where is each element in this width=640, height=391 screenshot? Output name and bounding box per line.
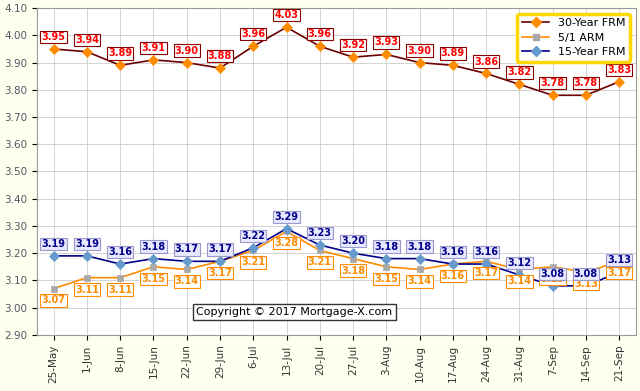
Text: 3.83: 3.83 [607,65,631,75]
Text: 3.11: 3.11 [108,285,132,294]
Text: 3.17: 3.17 [607,268,631,278]
Text: 3.16: 3.16 [108,247,132,257]
Text: 3.18: 3.18 [374,242,398,252]
Text: 3.19: 3.19 [75,239,99,249]
Text: 3.21: 3.21 [241,257,265,267]
Text: 3.15: 3.15 [541,274,564,284]
Text: 3.90: 3.90 [408,46,431,56]
Text: 3.96: 3.96 [241,29,265,39]
Text: 3.18: 3.18 [141,242,166,252]
Text: 3.21: 3.21 [308,257,332,267]
Text: 3.17: 3.17 [175,244,198,255]
Text: 3.19: 3.19 [42,239,66,249]
Text: 3.14: 3.14 [408,276,431,287]
Text: 3.90: 3.90 [175,46,198,56]
Text: 3.89: 3.89 [441,48,465,58]
Text: 3.14: 3.14 [175,276,198,287]
Text: 3.89: 3.89 [108,48,132,58]
Text: 3.17: 3.17 [208,268,232,278]
Text: 3.78: 3.78 [574,78,598,88]
Text: 3.13: 3.13 [607,255,631,265]
Text: 3.12: 3.12 [508,258,531,268]
Text: 3.22: 3.22 [241,231,265,241]
Text: 3.07: 3.07 [42,296,66,305]
Text: 3.13: 3.13 [574,279,598,289]
Text: 3.82: 3.82 [508,67,531,77]
Text: 3.18: 3.18 [408,242,431,252]
Text: 3.92: 3.92 [341,40,365,50]
Text: 3.16: 3.16 [441,271,465,281]
Text: 3.11: 3.11 [75,285,99,294]
Text: 3.17: 3.17 [474,268,498,278]
Text: 3.15: 3.15 [374,274,398,284]
Text: 3.14: 3.14 [508,276,531,287]
Text: 3.91: 3.91 [141,43,166,53]
Text: 3.15: 3.15 [141,274,166,284]
Text: 3.86: 3.86 [474,57,498,66]
Text: 3.16: 3.16 [441,247,465,257]
Text: 3.96: 3.96 [308,29,332,39]
Text: 3.93: 3.93 [374,38,398,47]
Text: 3.94: 3.94 [75,35,99,45]
Legend: 30-Year FRM, 5/1 ARM, 15-Year FRM: 30-Year FRM, 5/1 ARM, 15-Year FRM [517,14,630,61]
Text: 3.23: 3.23 [308,228,332,238]
Text: 3.28: 3.28 [275,239,299,248]
Text: Copyright © 2017 Mortgage-X.com: Copyright © 2017 Mortgage-X.com [196,307,392,317]
Text: 3.18: 3.18 [341,265,365,276]
Text: 3.29: 3.29 [275,212,298,222]
Text: 3.16: 3.16 [474,247,498,257]
Text: 3.08: 3.08 [574,269,598,279]
Text: 3.08: 3.08 [541,269,564,279]
Text: 3.88: 3.88 [208,51,232,61]
Text: 3.17: 3.17 [208,244,232,255]
Text: 4.03: 4.03 [275,10,298,20]
Text: 3.20: 3.20 [341,236,365,246]
Text: 3.78: 3.78 [541,78,564,88]
Text: 3.95: 3.95 [42,32,66,42]
